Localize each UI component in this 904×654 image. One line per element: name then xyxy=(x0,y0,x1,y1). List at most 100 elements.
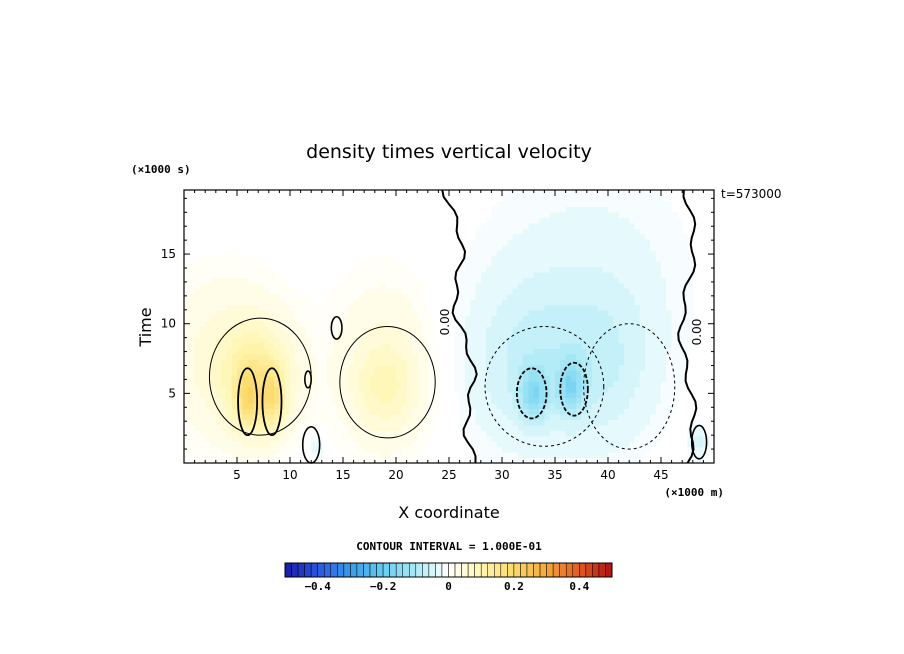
heatmap-cell xyxy=(237,408,243,415)
heatmap-cell xyxy=(671,266,678,273)
heatmap-cell xyxy=(523,392,530,399)
heatmap-cell xyxy=(300,348,307,355)
heatmap-cell xyxy=(215,293,222,300)
heatmap-cell xyxy=(650,331,657,339)
heatmap-cell xyxy=(199,452,206,459)
heatmap-cell xyxy=(507,266,514,273)
heatmap-cell xyxy=(358,310,365,317)
heatmap-cell xyxy=(634,370,641,377)
heatmap-cell xyxy=(623,244,630,251)
heatmap-cell xyxy=(459,419,466,426)
heatmap-cell xyxy=(650,271,657,278)
heatmap-cell xyxy=(374,402,381,409)
heatmap-cell xyxy=(623,424,630,431)
heatmap-cell xyxy=(205,430,212,437)
heatmap-cell xyxy=(549,206,556,213)
heatmap-cell xyxy=(629,326,636,333)
heatmap-cell xyxy=(544,239,551,246)
heatmap-cell xyxy=(533,266,540,273)
heatmap-cell xyxy=(247,370,254,377)
heatmap-cell xyxy=(491,321,498,328)
heatmap-cell xyxy=(353,408,360,415)
heatmap-cell xyxy=(411,321,418,328)
heatmap-cell xyxy=(549,364,556,371)
heatmap-cell xyxy=(385,337,392,344)
heatmap-cell xyxy=(560,255,567,262)
heatmap-cell xyxy=(618,446,625,453)
heatmap-cell xyxy=(517,402,524,409)
heatmap-cell xyxy=(597,370,604,377)
heatmap-cell xyxy=(592,370,598,377)
heatmap-cell xyxy=(231,348,238,355)
heatmap-cell xyxy=(560,386,567,393)
heatmap-cell xyxy=(581,441,588,448)
heatmap-cell xyxy=(199,381,206,388)
heatmap-cell xyxy=(629,195,636,202)
heatmap-cell xyxy=(475,255,482,262)
heatmap-cell xyxy=(555,288,561,295)
heatmap-cell xyxy=(645,370,651,377)
heatmap-cell xyxy=(576,435,583,442)
heatmap-cell xyxy=(608,239,614,246)
heatmap-cell xyxy=(226,397,233,404)
heatmap-cell xyxy=(380,413,386,420)
heatmap-cell xyxy=(369,424,376,431)
heatmap-cell xyxy=(639,419,646,426)
heatmap-cell xyxy=(205,402,212,409)
heatmap-cell xyxy=(639,435,646,442)
heatmap-cell xyxy=(549,255,556,262)
heatmap-cell xyxy=(194,392,201,399)
heatmap-cell xyxy=(597,424,604,431)
heatmap-cell xyxy=(343,408,349,415)
heatmap-cell xyxy=(512,222,519,229)
heatmap-cell xyxy=(369,255,376,262)
heatmap-cell xyxy=(411,402,418,409)
heatmap-cell xyxy=(533,222,540,229)
heatmap-cell xyxy=(268,266,275,273)
heatmap-cell xyxy=(199,310,206,317)
heatmap-cell xyxy=(634,446,641,453)
heatmap-cell xyxy=(258,331,265,339)
heatmap-cell xyxy=(502,359,508,366)
heatmap-cell xyxy=(417,288,424,295)
heatmap-cell xyxy=(613,342,620,349)
heatmap-cell xyxy=(608,315,614,322)
heatmap-cell xyxy=(358,424,365,431)
heatmap-cell xyxy=(263,457,270,464)
heatmap-cell xyxy=(215,337,222,344)
heatmap-cell xyxy=(676,304,683,311)
heatmap-cell xyxy=(422,435,429,442)
heatmap-cell xyxy=(343,386,349,393)
heatmap-cell xyxy=(671,288,678,295)
heatmap-cell xyxy=(242,315,249,322)
heatmap-cell xyxy=(422,342,429,349)
heatmap-cell xyxy=(268,370,275,377)
heatmap-cell xyxy=(385,255,392,262)
heatmap-cell xyxy=(597,190,604,197)
heatmap-cell xyxy=(184,331,190,339)
heatmap-cell xyxy=(327,397,333,404)
heatmap-cell xyxy=(396,348,402,355)
heatmap-cell xyxy=(671,321,678,328)
heatmap-cell xyxy=(629,222,636,229)
heatmap-cell xyxy=(480,326,487,333)
heatmap-cell xyxy=(290,304,296,311)
heatmap-cell xyxy=(348,315,355,322)
heatmap-cell xyxy=(268,299,275,306)
heatmap-cell xyxy=(555,342,561,349)
heatmap-cell xyxy=(507,375,514,382)
heatmap-cell xyxy=(295,408,302,415)
heatmap-cell xyxy=(300,402,307,409)
heatmap-cell xyxy=(237,441,243,448)
heatmap-cell xyxy=(305,348,312,355)
heatmap-cell xyxy=(565,441,572,448)
heatmap-cell xyxy=(327,359,333,366)
heatmap-cell xyxy=(528,244,535,251)
x-tick-label: 20 xyxy=(388,468,403,482)
heatmap-cell xyxy=(639,239,646,246)
heatmap-cell xyxy=(353,430,360,437)
heatmap-cell xyxy=(597,413,604,420)
heatmap-cell xyxy=(290,288,296,295)
heatmap-cell xyxy=(332,386,339,393)
heatmap-cell xyxy=(507,424,514,431)
